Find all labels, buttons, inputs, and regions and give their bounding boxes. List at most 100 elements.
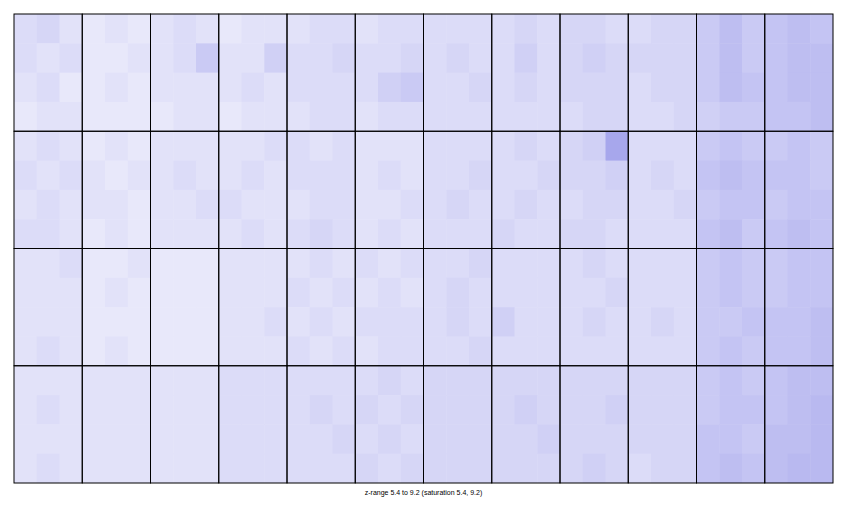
heat-cell <box>173 43 196 73</box>
heat-cell <box>515 336 538 366</box>
heat-cell <box>378 161 401 191</box>
heat-cell <box>424 336 447 366</box>
heat-cell <box>264 395 287 425</box>
heat-cell <box>424 249 447 279</box>
heat-cell <box>446 454 469 483</box>
heat-cell <box>765 102 788 132</box>
heat-cell <box>242 161 265 191</box>
heat-cell <box>719 278 742 308</box>
heat-cell <box>537 249 560 279</box>
heat-cell <box>788 424 811 454</box>
heat-cell <box>60 43 83 73</box>
heat-cell <box>765 161 788 191</box>
heat-cell <box>606 161 629 191</box>
heat-cell <box>469 102 492 132</box>
heat-cell <box>333 131 356 161</box>
heat-cell <box>674 278 697 308</box>
heat-cell <box>264 219 287 249</box>
heat-cell <box>60 424 83 454</box>
heat-cell <box>492 395 515 425</box>
heat-cell <box>469 219 492 249</box>
heat-cell <box>173 454 196 483</box>
panel <box>492 366 561 483</box>
heat-cell <box>583 43 606 73</box>
heat-cell <box>310 73 333 103</box>
heat-cell <box>583 190 606 220</box>
panel-frame <box>355 14 423 131</box>
heat-cell <box>333 43 356 73</box>
heat-cell <box>401 424 424 454</box>
heat-cell <box>333 73 356 103</box>
heat-cell <box>355 336 378 366</box>
panel <box>14 131 83 249</box>
panel-frame <box>14 14 82 131</box>
panel <box>697 131 766 249</box>
heat-cell <box>697 424 720 454</box>
heat-cell <box>492 424 515 454</box>
heat-cell <box>151 278 174 308</box>
heat-cell <box>810 73 833 103</box>
heat-cell <box>583 336 606 366</box>
heat-cell <box>424 43 447 73</box>
heat-cell <box>674 73 697 103</box>
heat-cell <box>788 454 811 483</box>
heat-cell <box>242 219 265 249</box>
heat-cell <box>719 424 742 454</box>
heat-cell <box>287 278 310 308</box>
heat-cell <box>287 336 310 366</box>
heat-cell <box>515 424 538 454</box>
heat-cell <box>333 336 356 366</box>
heat-cell <box>719 161 742 191</box>
heat-cell <box>242 278 265 308</box>
heat-cell <box>310 336 333 366</box>
heat-cell <box>37 14 60 44</box>
heat-cell <box>105 219 128 249</box>
heat-cell <box>264 307 287 337</box>
heat-cell <box>697 161 720 191</box>
heat-cell <box>537 161 560 191</box>
heat-cell <box>492 131 515 161</box>
heat-cell <box>264 249 287 279</box>
heat-cell <box>446 131 469 161</box>
heat-cell <box>765 219 788 249</box>
heat-cell <box>60 161 83 191</box>
heat-cell <box>606 219 629 249</box>
heat-cell <box>424 307 447 337</box>
heat-cell <box>628 454 651 483</box>
panel <box>560 14 629 132</box>
heat-cell <box>628 249 651 279</box>
panel <box>151 14 220 132</box>
heat-cell <box>196 219 219 249</box>
heat-cell <box>628 219 651 249</box>
heat-cell <box>742 249 765 279</box>
heat-cell <box>719 249 742 279</box>
heat-cell <box>560 366 583 396</box>
heat-cell <box>60 131 83 161</box>
heat-cell <box>742 395 765 425</box>
heat-cell <box>60 395 83 425</box>
heat-cell <box>173 131 196 161</box>
heat-cell <box>560 395 583 425</box>
heat-cell <box>401 307 424 337</box>
heat-cell <box>742 131 765 161</box>
heat-cell <box>697 73 720 103</box>
heat-cell <box>719 395 742 425</box>
panel-frame <box>697 249 765 366</box>
heat-cell <box>14 424 37 454</box>
panel <box>14 249 83 367</box>
heat-cell <box>14 219 37 249</box>
heat-cell <box>719 43 742 73</box>
heat-cell <box>651 395 674 425</box>
heat-cell <box>606 395 629 425</box>
heat-cell <box>424 366 447 396</box>
heat-cell <box>219 14 242 44</box>
heat-cell <box>765 131 788 161</box>
heat-cell <box>446 395 469 425</box>
heat-cell <box>424 161 447 191</box>
heat-cell <box>310 395 333 425</box>
heat-cell <box>651 278 674 308</box>
heat-cell <box>82 424 105 454</box>
heat-cell <box>537 278 560 308</box>
heat-cell <box>628 131 651 161</box>
heat-cell <box>492 278 515 308</box>
